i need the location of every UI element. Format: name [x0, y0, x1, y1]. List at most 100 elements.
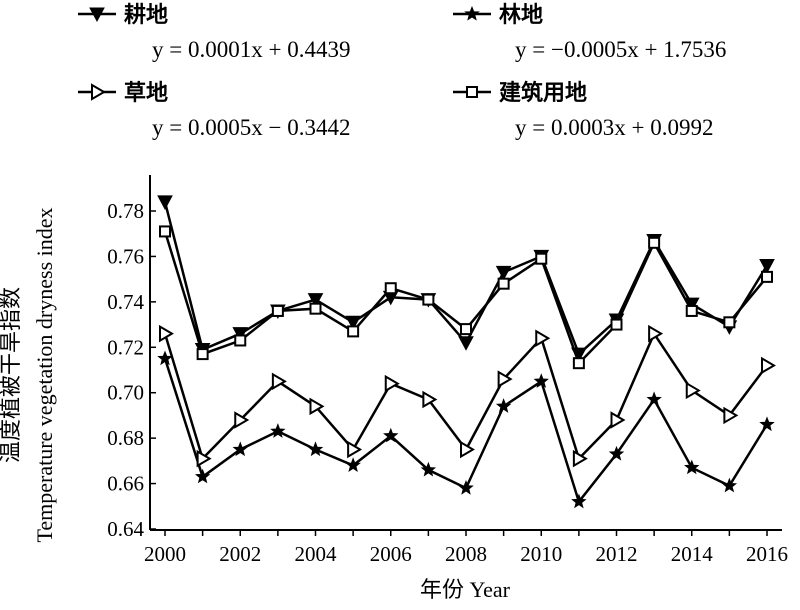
- regression-equation: y = 0.0001x + 0.4439: [152, 37, 350, 62]
- x-tick-label: 2006: [370, 542, 412, 566]
- y-tick-label: 0.66: [107, 472, 144, 496]
- y-tick-label: 0.72: [107, 335, 144, 359]
- data-point: [495, 265, 512, 281]
- data-point: [721, 477, 738, 493]
- x-axis-title: 年份 Year: [420, 577, 511, 602]
- y-tick-label: 0.70: [107, 381, 144, 405]
- data-point: [347, 325, 360, 338]
- x-tick-label: 2010: [520, 542, 562, 566]
- axes: 0.64 0.66 0.68 0.70 0.72 0.74 0.76 0.78 2000 2002…: [107, 175, 788, 566]
- x-tick-label: 2004: [295, 542, 338, 566]
- data-point: [422, 390, 438, 409]
- x-tick-label: 2016: [746, 542, 788, 566]
- regression-equation: y = 0.0005x − 0.3442: [152, 115, 350, 140]
- data-point: [271, 304, 284, 317]
- series-layer: [157, 195, 776, 509]
- data-point: [460, 323, 472, 336]
- legend-label: 林地: [499, 3, 543, 28]
- legend-label: 耕地: [124, 2, 168, 28]
- data-point: [345, 457, 361, 473]
- data-point: [270, 423, 286, 438]
- data-point: [384, 374, 400, 393]
- data-point: [234, 411, 250, 429]
- data-point: [157, 350, 173, 366]
- data-point: [723, 316, 736, 329]
- data-point: [458, 336, 474, 351]
- data-point: [194, 468, 211, 484]
- y-axis-title-cn: 温度植被干旱指数: [0, 287, 23, 463]
- data-point: [723, 406, 739, 425]
- legend-item-2: 林地 y = −0.0005x + 1.7536: [453, 3, 726, 62]
- data-point: [648, 236, 661, 249]
- y-tick-label: 0.74: [107, 290, 144, 314]
- legend-marker: [466, 86, 478, 98]
- data-point: [761, 356, 776, 375]
- data-point: [232, 327, 249, 342]
- legend-label: 建筑用地: [499, 80, 587, 106]
- x-tick-label: 2012: [596, 542, 638, 566]
- data-point: [571, 493, 587, 509]
- data-point: [610, 318, 623, 331]
- series-3: [159, 324, 776, 468]
- legend-item-1: 耕地 y = 0.0001x + 0.4439: [78, 2, 350, 62]
- data-point: [234, 334, 247, 347]
- data-point: [383, 427, 399, 443]
- data-point: [761, 270, 773, 283]
- data-point: [309, 397, 325, 416]
- data-point: [196, 449, 212, 468]
- x-tick-label: 2002: [219, 542, 261, 566]
- data-point: [345, 315, 361, 331]
- data-point: [460, 440, 475, 459]
- data-point: [684, 459, 700, 475]
- legend-item-4: 建筑用地 y = 0.0003x + 0.0992: [453, 80, 713, 140]
- legend-item-3: 草地 y = 0.0005x − 0.3442: [78, 80, 350, 140]
- data-point: [535, 329, 551, 347]
- y-tick-label: 0.68: [107, 426, 144, 450]
- legend-marker: [464, 5, 480, 21]
- regression-equation: y = 0.0003x + 0.0992: [515, 115, 713, 140]
- data-point: [347, 440, 363, 459]
- data-point: [610, 411, 626, 429]
- data-point: [422, 293, 435, 306]
- data-point: [307, 441, 324, 457]
- series-4: [159, 225, 773, 370]
- legend-marker: [89, 7, 105, 23]
- data-point: [646, 391, 662, 407]
- data-point: [497, 277, 510, 290]
- x-tick-label: 2008: [445, 542, 487, 566]
- data-point: [572, 357, 585, 370]
- data-point: [572, 449, 588, 468]
- data-point: [159, 324, 174, 343]
- data-point: [309, 302, 322, 315]
- data-point: [535, 252, 548, 265]
- data-point: [232, 441, 248, 457]
- y-tick-label: 0.76: [107, 244, 144, 268]
- y-tick-label: 0.64: [107, 517, 144, 541]
- data-point: [608, 445, 625, 461]
- y-tick-label: 0.78: [107, 199, 144, 223]
- data-point: [685, 304, 698, 317]
- x-tick-label: 2014: [671, 542, 714, 566]
- data-point: [271, 372, 287, 391]
- y-axis-title-en: Temperature vegetation dryness index: [32, 207, 57, 542]
- data-point: [196, 348, 209, 361]
- legend: 耕地 y = 0.0001x + 0.4439 林地 y = −0.0005x + 1…: [78, 2, 726, 140]
- data-point: [420, 461, 437, 477]
- x-tick-label: 2000: [144, 542, 186, 566]
- series-2: [157, 350, 775, 509]
- legend-label: 草地: [124, 80, 168, 106]
- data-point: [384, 282, 397, 295]
- data-point: [533, 373, 549, 388]
- legend-marker: [91, 83, 106, 101]
- data-point: [307, 293, 324, 308]
- data-point: [759, 416, 775, 432]
- series-1: [157, 195, 775, 363]
- data-point: [458, 480, 474, 495]
- data-point: [648, 324, 664, 343]
- data-point: [159, 225, 171, 238]
- data-point: [497, 370, 513, 388]
- data-point: [759, 259, 775, 274]
- data-point: [157, 195, 173, 210]
- regression-equation: y = −0.0005x + 1.7536: [515, 37, 726, 62]
